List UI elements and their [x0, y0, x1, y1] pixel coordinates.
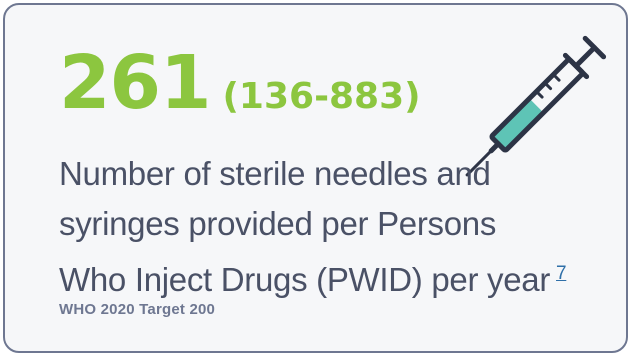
footnote-link[interactable]: 7 [556, 263, 567, 284]
syringe-icon [465, 35, 607, 177]
stat-row: 261 (136-883) [59, 33, 421, 133]
description-line-1: Number of sterile needles and [59, 155, 491, 192]
target-note: WHO 2020 Target 200 [59, 301, 216, 318]
stat-card: 261 (136-883) Number of sterile needles a… [3, 3, 628, 353]
stat-range: (136-883) [222, 76, 421, 117]
description-line-2: syringes provided per Persons [59, 205, 497, 242]
stat-description: Number of sterile needles and syringes p… [59, 149, 579, 305]
stat-value: 261 [59, 40, 211, 126]
description-line-3: Who Inject Drugs (PWID) per year 7 [59, 249, 579, 305]
description-line-3-text: Who Inject Drugs (PWID) per year [59, 261, 551, 298]
